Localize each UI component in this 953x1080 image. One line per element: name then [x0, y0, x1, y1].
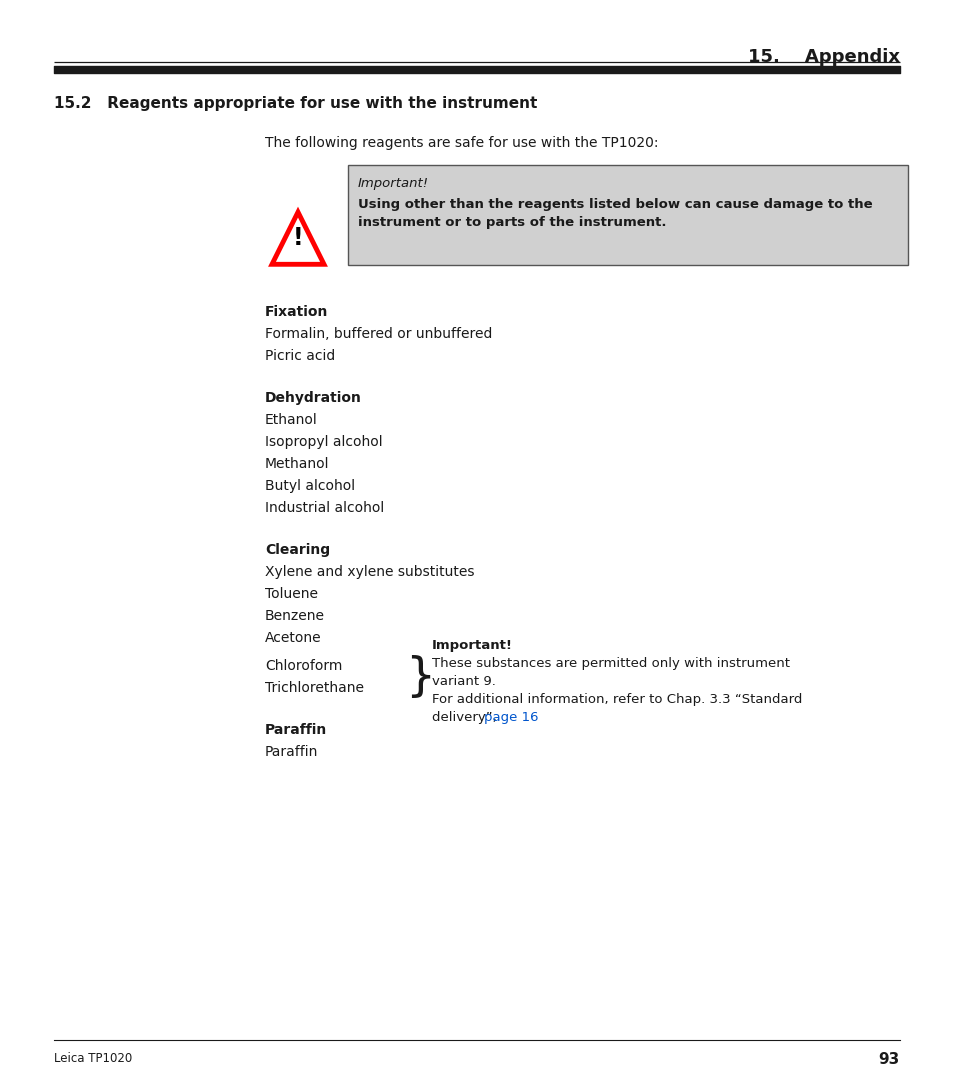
Text: variant 9.: variant 9.	[432, 675, 496, 688]
Text: 93: 93	[878, 1052, 899, 1067]
Text: }: }	[405, 656, 435, 701]
Text: Clearing: Clearing	[265, 543, 330, 557]
Text: Isopropyl alcohol: Isopropyl alcohol	[265, 435, 382, 449]
Text: Picric acid: Picric acid	[265, 349, 335, 363]
Text: Paraffin: Paraffin	[265, 723, 327, 737]
Text: Ethanol: Ethanol	[265, 413, 317, 427]
Text: Trichlorethane: Trichlorethane	[265, 681, 364, 696]
Text: Toluene: Toluene	[265, 588, 317, 600]
Text: The following reagents are safe for use with the TP1020:: The following reagents are safe for use …	[265, 136, 658, 150]
Text: These substances are permitted only with instrument: These substances are permitted only with…	[432, 657, 789, 670]
Text: Formalin, buffered or unbuffered: Formalin, buffered or unbuffered	[265, 327, 492, 341]
Polygon shape	[272, 212, 324, 265]
Text: Dehydration: Dehydration	[265, 391, 361, 405]
FancyBboxPatch shape	[348, 165, 907, 265]
Text: page 16: page 16	[483, 711, 537, 724]
Text: Xylene and xylene substitutes: Xylene and xylene substitutes	[265, 565, 474, 579]
Text: Leica TP1020: Leica TP1020	[54, 1052, 132, 1065]
Text: !: !	[293, 226, 303, 251]
Text: Chloroform: Chloroform	[265, 659, 342, 673]
Text: For additional information, refer to Chap. 3.3 “Standard: For additional information, refer to Cha…	[432, 693, 801, 706]
Text: 15.2   Reagents appropriate for use with the instrument: 15.2 Reagents appropriate for use with t…	[54, 96, 537, 111]
Text: Using other than the reagents listed below can cause damage to the
instrument or: Using other than the reagents listed bel…	[357, 198, 872, 229]
Text: Acetone: Acetone	[265, 631, 321, 645]
Text: Fixation: Fixation	[265, 305, 328, 319]
Text: Industrial alcohol: Industrial alcohol	[265, 501, 384, 515]
Text: Important!: Important!	[432, 639, 513, 652]
Text: Paraffin: Paraffin	[265, 745, 318, 759]
Text: Butyl alcohol: Butyl alcohol	[265, 480, 355, 492]
Text: 15.    Appendix: 15. Appendix	[747, 48, 899, 66]
Text: Methanol: Methanol	[265, 457, 329, 471]
Text: Important!: Important!	[357, 177, 429, 190]
Text: delivery”,: delivery”,	[432, 711, 500, 724]
Text: Benzene: Benzene	[265, 609, 325, 623]
